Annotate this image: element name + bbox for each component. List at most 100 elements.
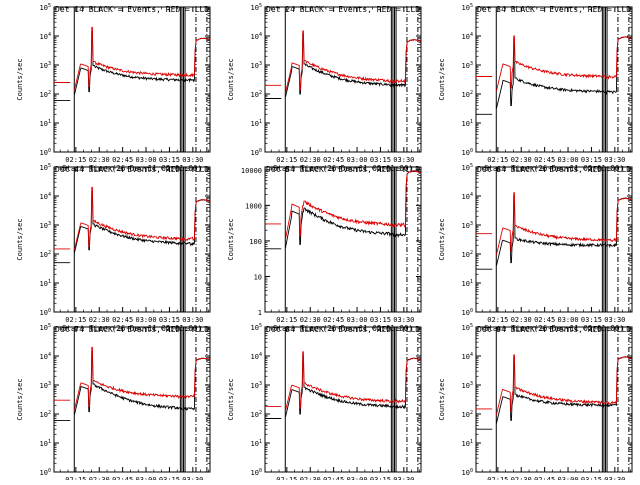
x-tick-label: 02:45 [323, 476, 344, 480]
y-tick-label: 104 [40, 352, 51, 361]
x-tick-label: 02:15 [65, 476, 86, 480]
events-series-line [476, 195, 633, 270]
x-tick-label: 03:30 [604, 476, 625, 480]
x-tick-label: 03:00 [136, 156, 157, 164]
y-tick-label: 10 [254, 273, 262, 281]
y-tick-label: 101 [462, 439, 473, 448]
x-tick-label: 03:15 [370, 316, 391, 324]
y-axis-label: Counts/sec [227, 58, 235, 100]
y-axis-label: Counts/sec [438, 58, 446, 100]
y-tick-label: 105 [462, 323, 473, 332]
x-tick-label: 03:15 [581, 316, 602, 324]
detector-panel-6: Det 64 BLACK = Events, RED = LLD 100 101 10… [438, 163, 633, 333]
x-tick-label: 02:30 [300, 156, 321, 164]
y-tick-label: 103 [462, 61, 473, 70]
events-series-line [265, 355, 422, 419]
lld-series-line [265, 30, 422, 94]
lld-series-line [476, 35, 632, 92]
events-series-line [54, 190, 210, 264]
y-axis-label: Counts/sec [227, 218, 235, 260]
x-tick-label: 02:45 [112, 476, 133, 480]
x-tick-label: 02:15 [487, 476, 508, 480]
y-tick-label: 101 [40, 119, 51, 128]
y-tick-label: 103 [251, 381, 262, 390]
y-tick-label: 103 [40, 61, 51, 70]
y-tick-label: 104 [251, 352, 262, 361]
y-tick-label: 103 [462, 221, 473, 230]
y-tick-label: 102 [462, 250, 473, 259]
y-axis-label: Counts/sec [16, 218, 24, 260]
y-tick-label: 105 [462, 3, 473, 12]
y-tick-label: 103 [462, 381, 473, 390]
panel-title: Det 74 BLACK = Events, RED = LLD [55, 325, 209, 334]
plot-frame [264, 6, 422, 153]
x-tick-label: 03:00 [558, 156, 579, 164]
detector-panel-5: Det 54 BLACK = Events, RED = LLD 1 10 100 10… [227, 165, 422, 333]
events-series-line [476, 356, 633, 430]
x-tick-label: 02:15 [65, 156, 86, 164]
x-tick-label: 02:45 [534, 156, 555, 164]
panel-title: Det 14 BLACK = Events, RED = LLD [55, 5, 209, 14]
x-tick-label: 03:30 [182, 316, 203, 324]
plot-frame [53, 166, 211, 313]
plot-frame [53, 6, 211, 153]
plot-frame [475, 166, 633, 313]
y-tick-label: 104 [40, 32, 51, 41]
y-tick-label: 102 [40, 250, 51, 259]
x-tick-label: 02:15 [65, 316, 86, 324]
y-axis-label: Counts/sec [227, 378, 235, 420]
y-tick-label: 102 [251, 410, 262, 419]
panel-title: Det 64 BLACK = Events, RED = LLD [477, 165, 631, 174]
y-tick-label: 102 [462, 410, 473, 419]
plot-frame [264, 166, 422, 313]
lld-series-line [476, 192, 633, 255]
detector-panel-4: Det 44 BLACK = Events, RED = LLD 100 101 10… [16, 163, 211, 333]
x-tick-label: 02:45 [112, 316, 133, 324]
detector-panel-9: Det 94 BLACK = Events, RED = LLD 100 101 10… [438, 323, 633, 485]
y-tick-label: 105 [251, 323, 262, 332]
y-tick-label: 104 [251, 32, 262, 41]
x-tick-label: 03:30 [393, 156, 414, 164]
x-tick-label: 02:45 [323, 316, 344, 324]
y-tick-label: 101 [251, 119, 262, 128]
y-tick-label: 100 [40, 468, 51, 477]
x-tick-label: 02:45 [323, 156, 344, 164]
y-tick-label: 101 [462, 119, 473, 128]
x-tick-label: 03:30 [604, 156, 625, 164]
events-series-line [476, 36, 632, 115]
detector-panel-8: Det 84 BLACK = Events, RED = LLD 100 101 10… [227, 323, 422, 485]
y-tick-label: 100 [40, 308, 51, 317]
y-tick-label: 104 [462, 192, 473, 201]
lld-series-line [476, 354, 633, 415]
y-tick-label: 104 [40, 192, 51, 201]
x-tick-label: 02:45 [534, 476, 555, 480]
x-tick-label: 02:30 [511, 476, 532, 480]
x-tick-label: 03:15 [370, 156, 391, 164]
y-tick-label: 100 [249, 238, 262, 246]
y-tick-label: 1 [258, 309, 262, 317]
panel-title: Det 34 BLACK = Events, RED = LLD [477, 5, 631, 14]
y-tick-label: 100 [462, 308, 473, 317]
lld-series-line [54, 186, 211, 250]
x-tick-label: 02:30 [89, 476, 110, 480]
events-series-line [54, 30, 211, 101]
y-tick-label: 105 [251, 3, 262, 12]
x-tick-label: 03:00 [347, 156, 368, 164]
panel-title: Det 24 BLACK = Events, RED = LLD [266, 5, 420, 14]
y-tick-label: 100 [251, 468, 262, 477]
x-tick-label: 02:15 [487, 156, 508, 164]
x-tick-label: 02:15 [276, 156, 297, 164]
x-tick-label: 03:00 [136, 316, 157, 324]
x-tick-label: 03:15 [370, 476, 391, 480]
y-tick-label: 100 [462, 468, 473, 477]
plot-frame [475, 6, 633, 153]
panel-title: Det 54 BLACK = Events, RED = LLD [266, 165, 420, 174]
x-tick-label: 02:45 [534, 316, 555, 324]
x-tick-label: 03:30 [393, 476, 414, 480]
detector-panel-7: Det 74 BLACK = Events, RED = LLD 100 101 10… [16, 323, 211, 485]
x-tick-label: 02:15 [487, 316, 508, 324]
y-tick-label: 10000 [241, 167, 262, 175]
detector-panel-1: Det 14 BLACK = Events, RED = LLD 100 101 10… [16, 3, 211, 173]
x-tick-label: 03:00 [347, 316, 368, 324]
lld-series-line [54, 26, 211, 90]
